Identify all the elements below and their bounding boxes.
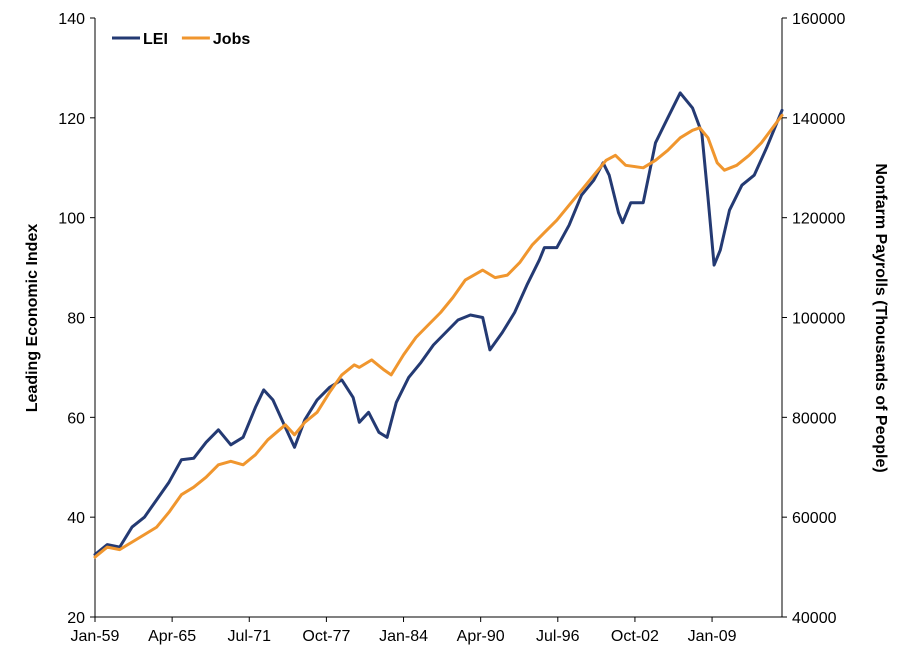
legend-entry-jobs: Jobs (181, 31, 250, 48)
y-left-tick-label: 20 (67, 610, 85, 627)
x-tick-label: Oct-02 (611, 628, 659, 645)
y-left-tick-label: 100 (58, 211, 85, 228)
x-tick-label: Jan-09 (688, 628, 737, 645)
legend-label: LEI (143, 31, 168, 48)
x-axis-ticks: Jan-59 Apr-65 Jul-71 Oct-77 Jan-84 Apr-90 Jul-… (71, 617, 737, 645)
y-right-tick-label: 160000 (792, 11, 845, 28)
y-left-tick-label: 120 (58, 111, 85, 128)
y-right-tick-label: 40000 (792, 610, 837, 627)
y-right-tick-label: 100000 (792, 311, 845, 328)
x-tick-label: Apr-90 (457, 628, 505, 645)
y-left-tick-label: 80 (67, 311, 85, 328)
y-left-axis-title: Leading Economic Index (24, 224, 41, 413)
x-tick-label: Oct-77 (302, 628, 350, 645)
y-right-tick-label: 120000 (792, 211, 845, 228)
y-left-tick-label: 40 (67, 510, 85, 527)
y-right-tick-label: 80000 (792, 410, 837, 427)
series-line-lei (93, 91, 784, 557)
x-tick-label: Apr-65 (148, 628, 196, 645)
y-left-tick-label: 140 (58, 11, 85, 28)
legend-entry-lei: LEI (112, 31, 168, 48)
x-tick-label: Jan-84 (379, 628, 428, 645)
x-tick-label: Jan-59 (71, 628, 120, 645)
x-tick-label: Jul-96 (536, 628, 580, 645)
right-axis-ticks: 40000 60000 80000 100000 120000 140000 160000 (782, 11, 845, 627)
y-right-tick-label: 60000 (792, 510, 837, 527)
legend-label: Jobs (213, 31, 250, 48)
series-layer (93, 91, 784, 559)
legend: LEI Jobs (112, 31, 250, 48)
y-right-axis-title: Nonfarm Payrolls (Thousands of People) (872, 163, 889, 472)
series-line-jobs (93, 113, 784, 559)
left-axis-ticks: 20 40 60 80 100 120 140 (58, 11, 95, 627)
x-tick-label: Jul-71 (227, 628, 271, 645)
y-right-tick-label: 140000 (792, 111, 845, 128)
y-left-tick-label: 60 (67, 410, 85, 427)
